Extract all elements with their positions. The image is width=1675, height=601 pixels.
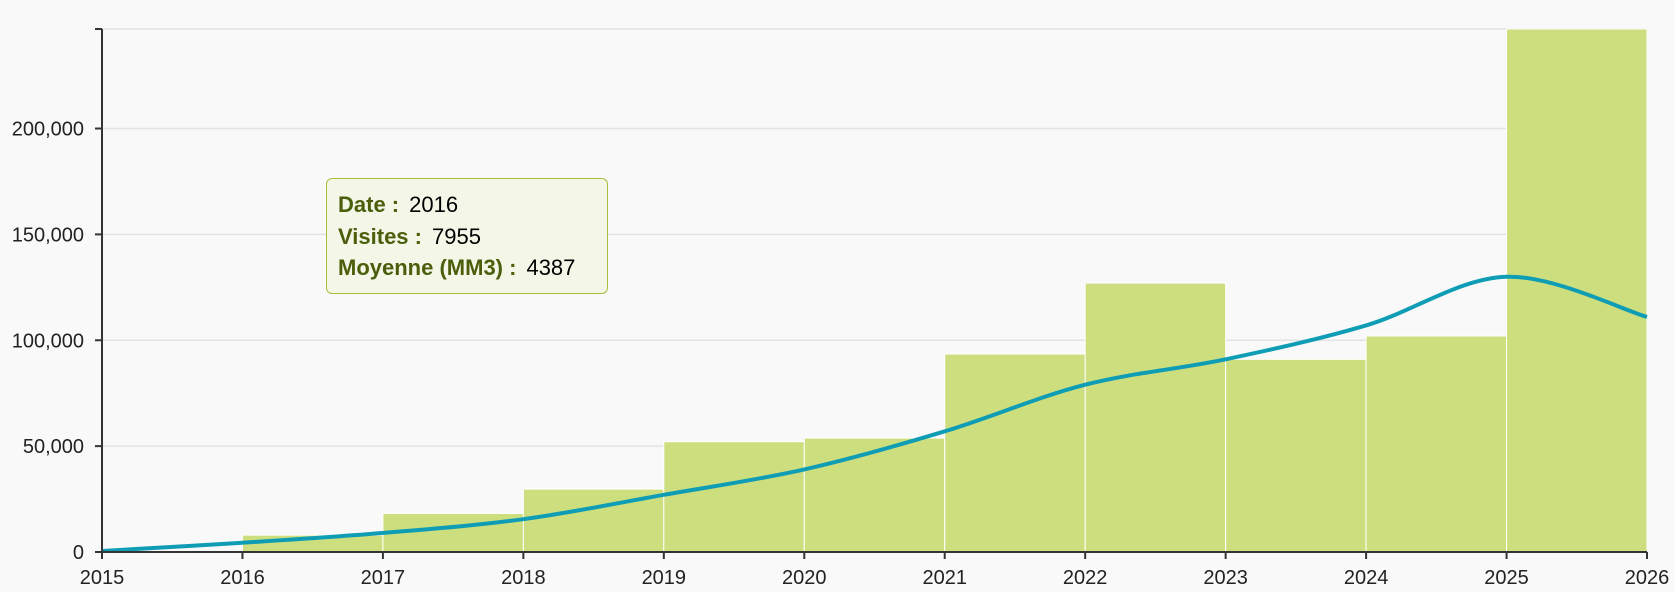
hover-tooltip: Date : 2016 Visites : 7955 Moyenne (MM3) :… (326, 178, 608, 294)
y-tick-label: 150,000 (12, 224, 84, 246)
x-tick-label: 2017 (361, 567, 406, 589)
tooltip-visits-value: 7955 (431, 223, 481, 249)
x-tick-label: 2024 (1344, 567, 1389, 589)
tooltip-average-value: 4387 (526, 255, 576, 280)
tooltip-row-average: Moyenne (MM3) : 4387 (338, 252, 596, 284)
x-tick-label: 2015 (80, 567, 125, 589)
x-tick-label: 2019 (642, 567, 687, 589)
bar[interactable] (663, 441, 805, 553)
tooltip-date-value: 2016 (409, 192, 459, 217)
x-tick-label: 2016 (220, 567, 265, 589)
x-tick-label: 2022 (1063, 567, 1108, 589)
moving-average-line (101, 274, 1648, 553)
tooltip-average-label: Moyenne (MM3) : (338, 255, 517, 280)
x-tick-label: 2026 (1625, 567, 1670, 589)
y-tick-label: 100,000 (12, 330, 84, 352)
x-tick-label: 2025 (1484, 567, 1529, 589)
x-tick-label: 2023 (1203, 567, 1248, 589)
y-tick-label: 50,000 (23, 436, 84, 458)
axis-layer: 0 50,000 100,000 150,000 200,000 2015 2016 2017… (12, 28, 1670, 589)
y-tick-label: 200,000 (12, 119, 84, 141)
x-tick-label: 2020 (782, 567, 827, 589)
bar[interactable] (1084, 282, 1227, 553)
tooltip-date-label: Date : (338, 192, 400, 217)
bar[interactable] (803, 437, 946, 553)
bar-layer (241, 28, 1648, 553)
tooltip-row-date: Date : 2016 (338, 189, 596, 221)
tooltip-row-visits: Visites : 7955 (338, 221, 596, 253)
bar[interactable] (1365, 335, 1508, 553)
x-tick-label: 2018 (501, 567, 546, 589)
x-tick-label: 2021 (922, 567, 967, 589)
bar[interactable] (1225, 358, 1367, 553)
line-layer (101, 274, 1648, 553)
y-tick-label: 0 (73, 542, 84, 564)
tooltip-visits-label: Visites : (338, 223, 422, 249)
bar[interactable] (944, 353, 1086, 553)
